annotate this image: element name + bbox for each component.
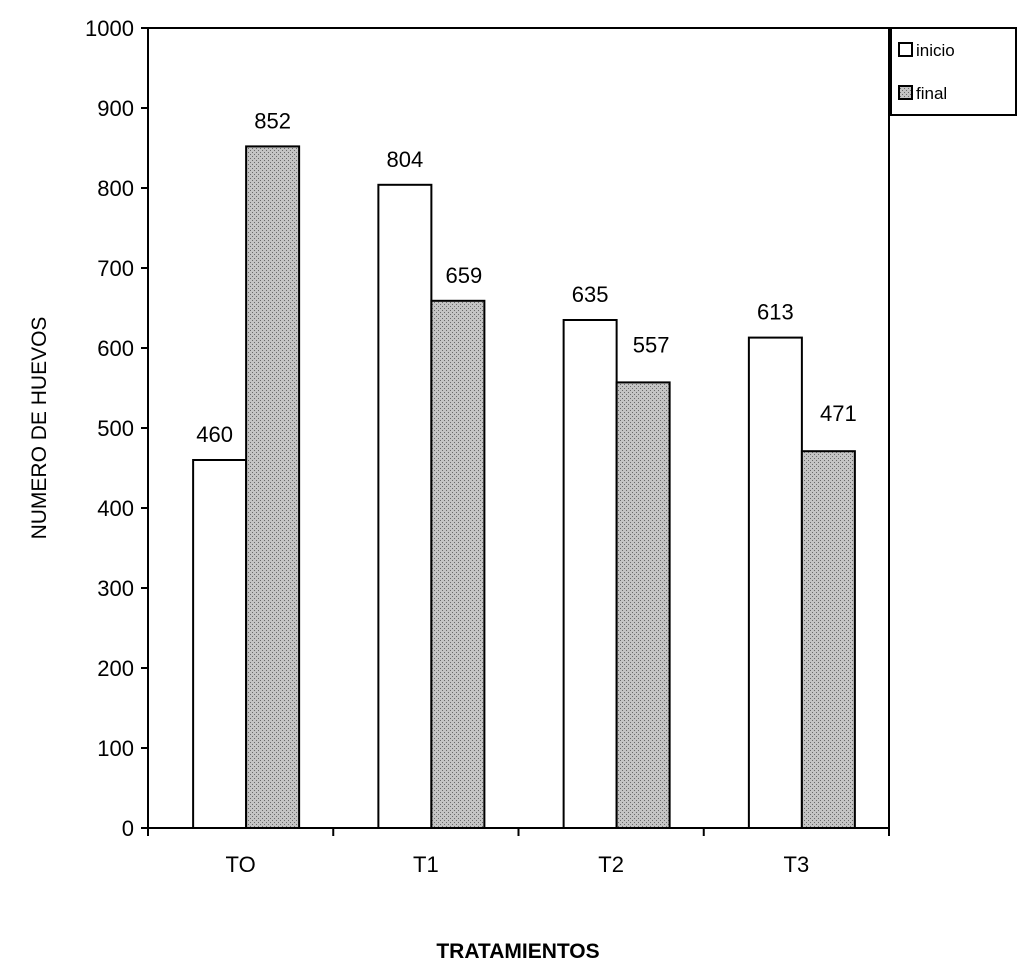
y-tick-label: 600 — [97, 336, 134, 361]
data-label: 635 — [572, 282, 609, 307]
bar-final-t3 — [800, 450, 856, 829]
y-tick-label: 300 — [97, 576, 134, 601]
bar-final-t2 — [615, 381, 671, 829]
data-label: 471 — [820, 401, 857, 426]
data-label: 659 — [446, 263, 483, 288]
bar-inicio-t3 — [747, 336, 803, 829]
legend-label-inicio: inicio — [916, 41, 955, 60]
bar-final-to — [245, 145, 301, 829]
y-tick-label: 400 — [97, 496, 134, 521]
data-label: 852 — [254, 108, 291, 133]
y-tick-label: 200 — [97, 656, 134, 681]
bar-inicio-t2 — [562, 319, 618, 829]
data-label: 613 — [757, 300, 794, 325]
y-axis: 0 100 200 300 400 500 600 700 800 900 1000 — [85, 16, 148, 841]
legend-box — [890, 27, 1017, 116]
x-tick-label: TO — [226, 852, 256, 877]
bar-inicio-t1 — [377, 183, 433, 830]
x-tick-label: T2 — [598, 852, 624, 877]
y-axis-title: NUMERO DE HUEVOS — [28, 317, 51, 540]
x-tick-label: T1 — [413, 852, 439, 877]
y-tick-label: 900 — [97, 96, 134, 121]
legend-swatch-inicio — [898, 42, 913, 57]
y-tick-label: 800 — [97, 176, 134, 201]
bar-inicio-to — [192, 459, 248, 829]
data-labels: 460 804 635 613 852 659 557 471 — [196, 108, 856, 447]
x-axis-title: TRATAMIENTOS — [436, 940, 599, 963]
y-tick-label: 100 — [97, 736, 134, 761]
data-label: 557 — [633, 332, 670, 357]
y-tick-label: 700 — [97, 256, 134, 281]
bar-final-t1 — [430, 299, 486, 829]
x-tick-label: T3 — [784, 852, 810, 877]
data-label: 804 — [387, 147, 424, 172]
y-tick-label: 0 — [122, 816, 134, 841]
legend: inicio final — [890, 27, 1017, 116]
bars — [192, 145, 856, 830]
y-tick-label: 500 — [97, 416, 134, 441]
y-tick-label: 1000 — [85, 16, 134, 41]
x-axis: TO T1 T2 T3 — [147, 828, 890, 877]
legend-swatch-final — [898, 85, 913, 100]
data-label: 460 — [196, 422, 233, 447]
legend-label-final: final — [916, 84, 947, 103]
